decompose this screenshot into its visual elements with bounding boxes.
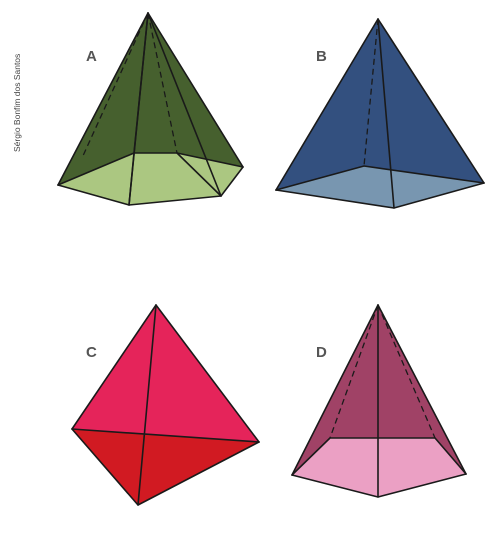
pyramid-d-lateral-edge (377, 304, 467, 475)
pyramid-a-lateral-edge (147, 12, 222, 197)
pyramid-a-lateral-edge (57, 12, 149, 186)
pyramid-b-label: B (316, 48, 327, 65)
pyramid-a-base-edge (176, 152, 222, 197)
pyramid-c-lateral-edge (155, 304, 260, 443)
pyramid-b-base-back-edge (275, 165, 485, 191)
pyramid-d-base-outline (291, 473, 467, 498)
pyramid-c-base (72, 429, 259, 505)
pyramid-a-hidden-edge (81, 12, 149, 159)
pyramid-d-hidden-edge (377, 304, 436, 439)
pyramid-a: A (57, 12, 244, 206)
pyramid-b: B (275, 18, 485, 209)
pyramid-b-base-outline (275, 182, 485, 209)
pyramid-b-lateral-edge (377, 18, 395, 209)
pyramid-d-base-back-edge (291, 437, 467, 476)
pyramid-d-lateral-edge (291, 304, 379, 476)
pyramid-d-label: D (316, 344, 327, 361)
pyramid-d-base (292, 438, 466, 497)
pyramid-d-hidden-edge (329, 304, 379, 439)
pyramid-b-lateral-faces (276, 19, 484, 208)
pyramid-c-base-outline (71, 428, 260, 506)
pyramid-a-label: A (86, 48, 97, 65)
pyramid-b-lateral-edge (377, 18, 485, 184)
pyramid-c-base-edge (71, 428, 260, 443)
pyramid-b-hidden-edge (363, 18, 379, 167)
pyramid-a-base-outline (57, 166, 244, 206)
pyramid-c-lateral-edge (71, 304, 157, 430)
pyramid-d: D (291, 304, 467, 498)
credit-text: Sérgio Bonfim dos Santos (12, 54, 22, 152)
pyramid-c-lateral-edge (137, 304, 157, 506)
pyramid-a-lateral-edge (133, 12, 149, 154)
pyramid-b-lateral-edge (275, 18, 379, 191)
pyramid-a-hidden-edge (147, 12, 178, 154)
pyramid-a-lateral-edge (147, 12, 244, 168)
pyramid-c: C (71, 304, 260, 506)
pyramid-a-front-base-edge (57, 152, 244, 186)
pyramid-a-base-edge (128, 152, 135, 206)
pyramid-c-label: C (86, 344, 97, 361)
pyramid-c-lateral-faces (72, 305, 259, 442)
